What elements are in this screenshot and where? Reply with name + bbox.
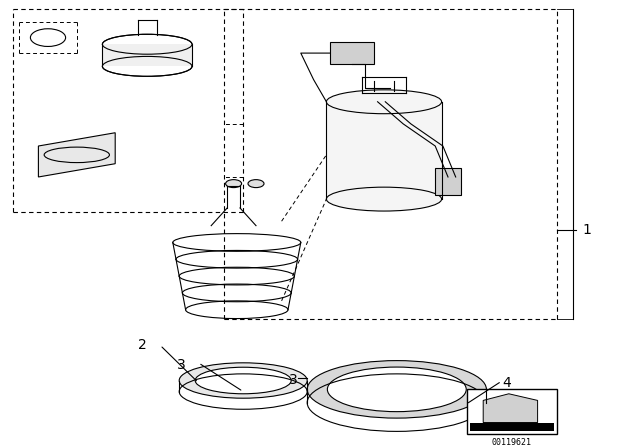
- Text: 1: 1: [582, 223, 591, 237]
- Bar: [435, 168, 461, 195]
- Ellipse shape: [307, 361, 486, 418]
- Polygon shape: [102, 44, 192, 66]
- Ellipse shape: [195, 367, 291, 394]
- Text: 3: 3: [289, 373, 298, 387]
- Ellipse shape: [226, 180, 242, 188]
- Polygon shape: [38, 133, 115, 177]
- Polygon shape: [326, 102, 442, 199]
- Bar: [330, 42, 374, 64]
- Text: 4: 4: [502, 376, 511, 390]
- Ellipse shape: [326, 187, 442, 211]
- Text: 00119621: 00119621: [492, 438, 532, 447]
- Text: 3: 3: [177, 358, 186, 372]
- Bar: [467, 389, 557, 434]
- Ellipse shape: [248, 180, 264, 188]
- Polygon shape: [483, 394, 538, 422]
- Ellipse shape: [326, 90, 442, 114]
- Ellipse shape: [179, 363, 307, 398]
- Text: 2: 2: [138, 338, 147, 352]
- Ellipse shape: [328, 367, 466, 412]
- Bar: [470, 423, 554, 431]
